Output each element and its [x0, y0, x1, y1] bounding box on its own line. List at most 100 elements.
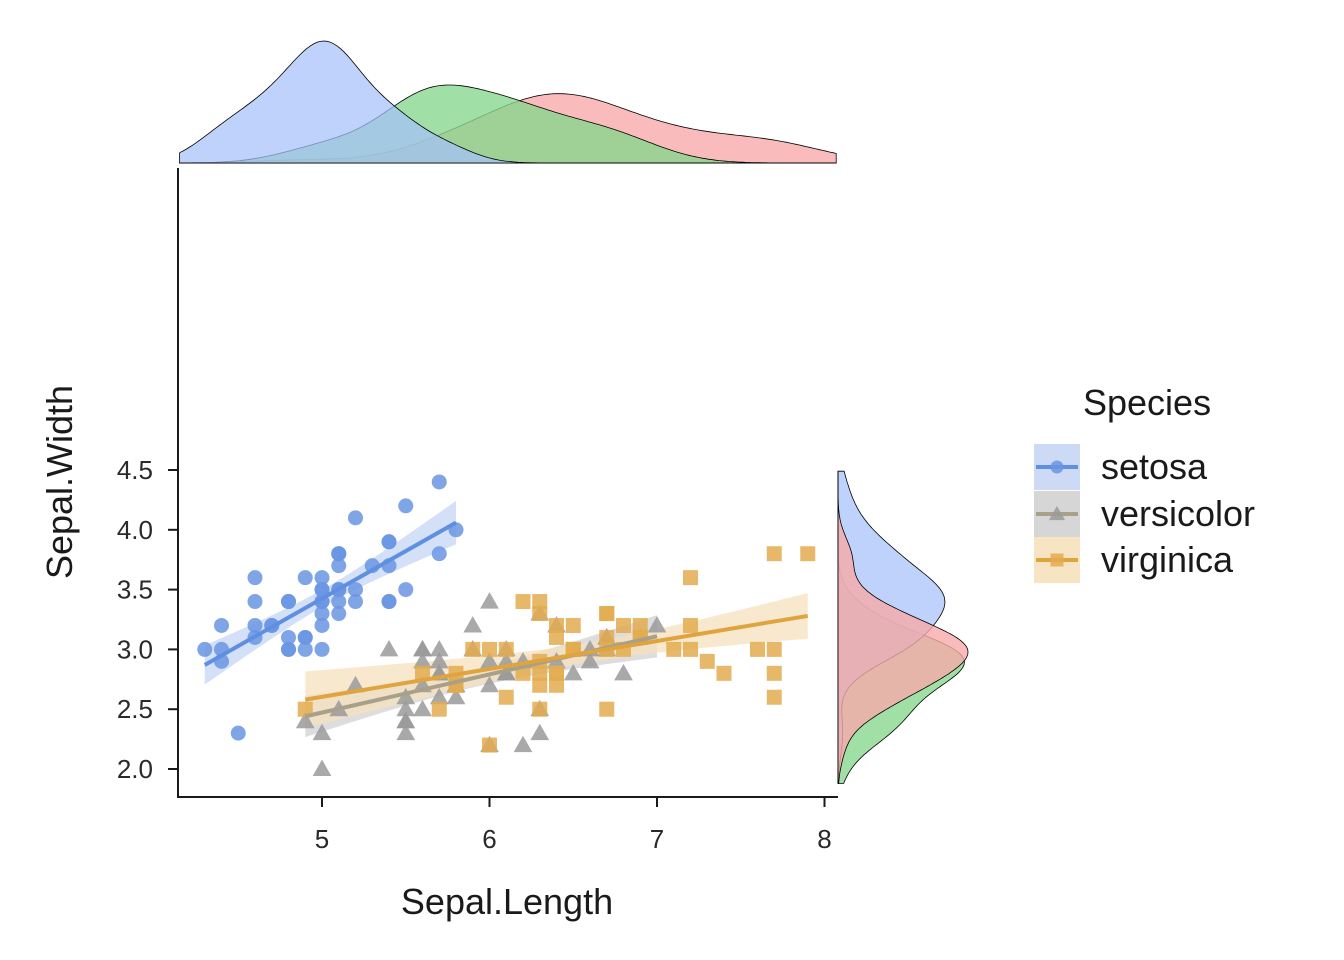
point-setosa [297, 629, 313, 645]
point-setosa [314, 570, 330, 586]
point-versicolor [413, 640, 432, 657]
point-virginica [415, 665, 430, 681]
y-axis-title: Sepal.Width [39, 385, 80, 579]
point-versicolor [429, 687, 449, 705]
legend-key-marker-virginica [1050, 553, 1064, 567]
y-tick-label: 3.5 [117, 575, 153, 605]
point-versicolor [647, 616, 667, 633]
regression-lines [203, 520, 809, 719]
point-setosa [331, 546, 347, 562]
point-virginica [599, 701, 615, 717]
legend-key-marker-setosa [1050, 460, 1064, 474]
x-tick-label: 5 [315, 824, 329, 854]
point-setosa [314, 617, 330, 633]
point-virginica [297, 701, 313, 717]
point-versicolor [463, 616, 483, 633]
point-virginica [549, 665, 564, 681]
legend-label-setosa: setosa [1101, 446, 1208, 487]
point-virginica [532, 594, 548, 610]
point-versicolor [413, 651, 432, 669]
point-virginica [616, 617, 631, 633]
point-virginica [515, 594, 531, 610]
x-axis-title: Sepal.Length [401, 881, 613, 922]
x-axis-ticks: 5 6 7 8 [315, 797, 832, 854]
point-setosa [348, 594, 363, 610]
point-virginica [699, 653, 715, 669]
point-setosa [214, 617, 229, 633]
point-setosa [348, 582, 363, 598]
point-virginica [766, 641, 782, 657]
point-setosa [297, 570, 313, 586]
point-virginica [532, 606, 548, 622]
x-tick-label: 7 [650, 824, 664, 854]
point-virginica [498, 689, 514, 705]
legend-label-virginica: virginica [1101, 539, 1234, 580]
point-versicolor [413, 699, 432, 717]
y-tick-label: 4.5 [117, 455, 153, 485]
point-setosa [331, 606, 347, 622]
point-setosa [314, 582, 330, 598]
point-versicolor [396, 723, 416, 741]
point-versicolor [480, 675, 499, 693]
point-virginica [766, 546, 782, 562]
point-virginica [599, 629, 615, 645]
fit-line-setosa [203, 520, 457, 667]
point-setosa [381, 534, 397, 550]
legend-title: Species [1083, 382, 1211, 423]
point-setosa [281, 629, 296, 645]
point-setosa [230, 725, 246, 741]
x-tick-label: 6 [482, 824, 496, 854]
fit-line-virginica [304, 613, 809, 702]
point-versicolor [429, 651, 449, 669]
point-virginica [549, 629, 564, 645]
point-versicolor [396, 687, 416, 705]
point-setosa [247, 617, 263, 633]
point-virginica [683, 570, 698, 586]
y-tick-label: 4.0 [117, 515, 153, 545]
point-setosa [331, 594, 347, 610]
legend: Species setosa versicolor virginica [1034, 382, 1255, 583]
point-virginica [599, 606, 615, 622]
point-versicolor [379, 640, 399, 657]
point-virginica [532, 677, 548, 693]
y-tick-label: 3.0 [117, 634, 153, 664]
point-virginica [750, 641, 765, 657]
point-setosa [281, 641, 296, 657]
point-versicolor [480, 592, 499, 609]
point-setosa [431, 546, 447, 562]
point-setosa [314, 606, 330, 622]
point-versicolor [396, 711, 416, 729]
point-virginica [632, 617, 648, 633]
point-virginica [800, 546, 816, 562]
point-versicolor [346, 675, 365, 693]
y-tick-label: 2.0 [117, 754, 153, 784]
point-virginica [766, 689, 782, 705]
point-virginica [683, 617, 698, 633]
density-y-virginica [837, 471, 969, 784]
y-tick-label: 2.5 [117, 694, 153, 724]
point-setosa [197, 641, 213, 657]
point-virginica [565, 617, 581, 633]
point-virginica [549, 617, 564, 633]
density-setosa [179, 40, 837, 164]
point-versicolor [513, 735, 533, 753]
x-tick-label: 8 [817, 824, 831, 854]
point-virginica [666, 641, 682, 657]
point-setosa [247, 570, 263, 586]
point-versicolor [396, 699, 416, 717]
point-setosa [431, 474, 447, 490]
point-virginica [532, 665, 548, 681]
axes [177, 168, 838, 798]
y-axis-ticks: 2.0 2.5 3.0 3.5 4.0 4.5 [117, 455, 178, 784]
legend-key-marker-versicolor [1048, 505, 1066, 521]
point-versicolor [614, 663, 633, 681]
point-virginica [683, 641, 698, 657]
point-versicolor [480, 651, 499, 669]
point-setosa [398, 582, 414, 598]
point-virginica [498, 641, 514, 657]
point-versicolor [563, 663, 583, 681]
point-versicolor [312, 759, 332, 777]
point-virginica [532, 701, 548, 717]
point-setosa [348, 510, 363, 526]
